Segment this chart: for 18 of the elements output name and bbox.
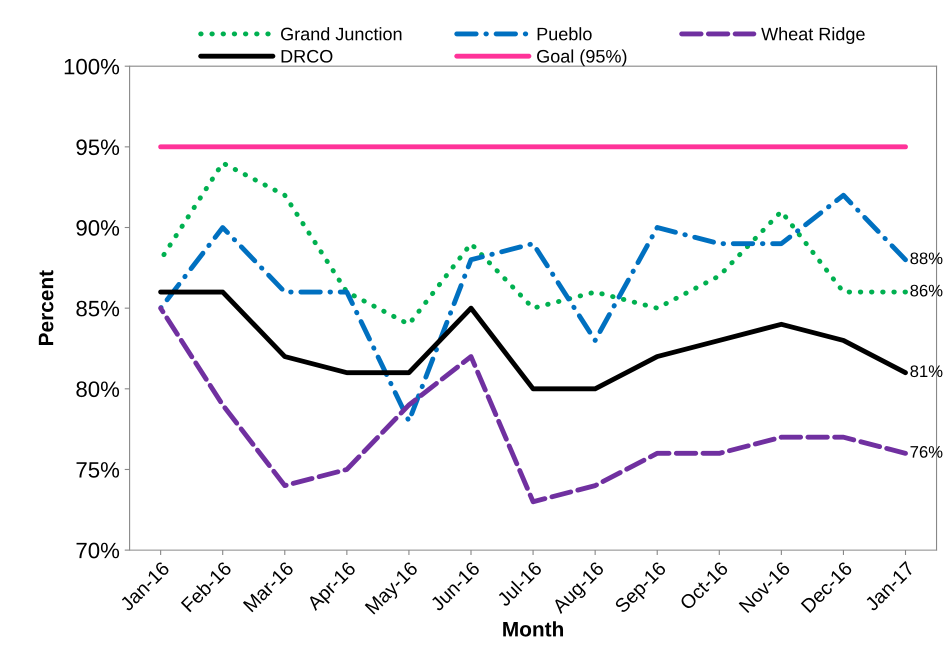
x-axis-title: Month	[503, 621, 564, 637]
y-tick-label: 85%	[76, 300, 120, 316]
y-axis-title: Percent	[38, 270, 54, 345]
legend-label: Wheat Ridge	[761, 27, 865, 44]
y-tick-label: 100%	[64, 58, 120, 74]
y-tick-label: 70%	[76, 542, 120, 558]
legend-label: DRCO	[282, 50, 332, 63]
legend-label: Pueblo	[538, 27, 592, 40]
legend-label: Goal (95%)	[537, 49, 626, 66]
y-tick-label: 75%	[76, 462, 120, 478]
data-label: 88%	[910, 252, 942, 264]
y-tick-label: 80%	[76, 381, 120, 398]
data-label: 81%	[910, 365, 942, 378]
data-label: 76%	[910, 446, 942, 458]
data-label: 86%	[910, 284, 942, 297]
y-tick-label: 90%	[76, 220, 120, 236]
legend-label: Grand Junction	[281, 27, 402, 40]
y-tick-label: 95%	[76, 139, 120, 156]
